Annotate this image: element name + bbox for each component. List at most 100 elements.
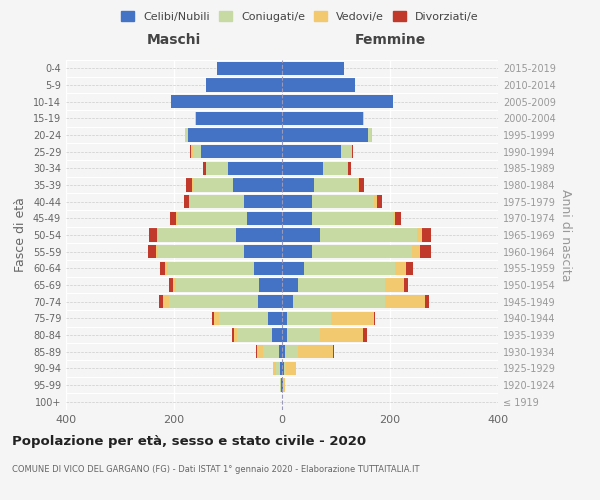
- Bar: [374, 195, 377, 208]
- Bar: [284, 378, 285, 392]
- Bar: [268, 312, 282, 325]
- Bar: [214, 312, 220, 325]
- Text: Popolazione per età, sesso e stato civile - 2020: Popolazione per età, sesso e stato civil…: [12, 435, 366, 448]
- Bar: [282, 245, 312, 258]
- Bar: [282, 112, 363, 125]
- Bar: [352, 145, 353, 158]
- Bar: [273, 362, 275, 375]
- Bar: [298, 345, 334, 358]
- Bar: [280, 378, 281, 392]
- Bar: [191, 145, 193, 158]
- Bar: [368, 128, 371, 141]
- Bar: [160, 262, 166, 275]
- Bar: [280, 362, 282, 375]
- Bar: [167, 262, 254, 275]
- Bar: [169, 295, 258, 308]
- Bar: [176, 278, 259, 291]
- Bar: [417, 228, 422, 241]
- Bar: [404, 278, 408, 291]
- Bar: [156, 245, 158, 258]
- Bar: [275, 362, 280, 375]
- Bar: [304, 262, 395, 275]
- Bar: [187, 178, 192, 192]
- Bar: [190, 145, 191, 158]
- Bar: [282, 278, 298, 291]
- Bar: [259, 278, 282, 291]
- Bar: [256, 345, 257, 358]
- Bar: [282, 345, 285, 358]
- Bar: [298, 278, 385, 291]
- Bar: [212, 312, 214, 325]
- Bar: [312, 195, 374, 208]
- Bar: [293, 295, 385, 308]
- Bar: [282, 228, 320, 241]
- Bar: [272, 328, 282, 342]
- Bar: [406, 262, 413, 275]
- Bar: [282, 295, 293, 308]
- Bar: [263, 345, 279, 358]
- Bar: [312, 245, 412, 258]
- Bar: [237, 328, 272, 342]
- Bar: [282, 262, 304, 275]
- Bar: [184, 195, 189, 208]
- Bar: [247, 212, 282, 225]
- Bar: [187, 128, 282, 141]
- Bar: [206, 78, 282, 92]
- Bar: [190, 195, 244, 208]
- Bar: [282, 328, 287, 342]
- Bar: [193, 145, 201, 158]
- Bar: [395, 262, 406, 275]
- Bar: [228, 162, 282, 175]
- Bar: [166, 262, 167, 275]
- Bar: [203, 162, 206, 175]
- Bar: [159, 295, 163, 308]
- Bar: [282, 145, 341, 158]
- Bar: [148, 245, 156, 258]
- Bar: [282, 195, 312, 208]
- Bar: [258, 295, 282, 308]
- Bar: [235, 328, 237, 342]
- Bar: [282, 162, 323, 175]
- Bar: [287, 312, 331, 325]
- Text: Maschi: Maschi: [147, 32, 201, 46]
- Bar: [287, 328, 320, 342]
- Bar: [169, 278, 173, 291]
- Y-axis label: Fasce di età: Fasce di età: [14, 198, 27, 272]
- Text: COMUNE DI VICO DEL GARGANO (FG) - Dati ISTAT 1° gennaio 2020 - Elaborazione TUTT: COMUNE DI VICO DEL GARGANO (FG) - Dati I…: [12, 465, 419, 474]
- Bar: [392, 212, 395, 225]
- Bar: [312, 212, 392, 225]
- Bar: [331, 312, 374, 325]
- Bar: [257, 345, 263, 358]
- Bar: [254, 262, 282, 275]
- Bar: [347, 162, 348, 175]
- Bar: [286, 362, 296, 375]
- Bar: [282, 212, 312, 225]
- Bar: [323, 162, 347, 175]
- Bar: [217, 62, 282, 75]
- Bar: [377, 195, 382, 208]
- Bar: [206, 162, 228, 175]
- Bar: [282, 62, 344, 75]
- Bar: [395, 212, 401, 225]
- Bar: [412, 245, 420, 258]
- Bar: [173, 278, 176, 291]
- Text: Femmine: Femmine: [355, 32, 425, 46]
- Bar: [282, 95, 392, 108]
- Bar: [358, 178, 359, 192]
- Bar: [385, 295, 425, 308]
- Bar: [233, 178, 282, 192]
- Bar: [314, 178, 358, 192]
- Bar: [220, 312, 268, 325]
- Bar: [279, 345, 282, 358]
- Bar: [363, 112, 364, 125]
- Bar: [363, 328, 367, 342]
- Bar: [285, 345, 298, 358]
- Bar: [282, 312, 287, 325]
- Bar: [374, 312, 376, 325]
- Bar: [341, 145, 351, 158]
- Bar: [282, 178, 314, 192]
- Bar: [420, 245, 431, 258]
- Legend: Celibi/Nubili, Coniugati/e, Vedovi/e, Divorziati/e: Celibi/Nubili, Coniugati/e, Vedovi/e, Di…: [118, 8, 482, 25]
- Bar: [149, 228, 157, 241]
- Bar: [320, 328, 363, 342]
